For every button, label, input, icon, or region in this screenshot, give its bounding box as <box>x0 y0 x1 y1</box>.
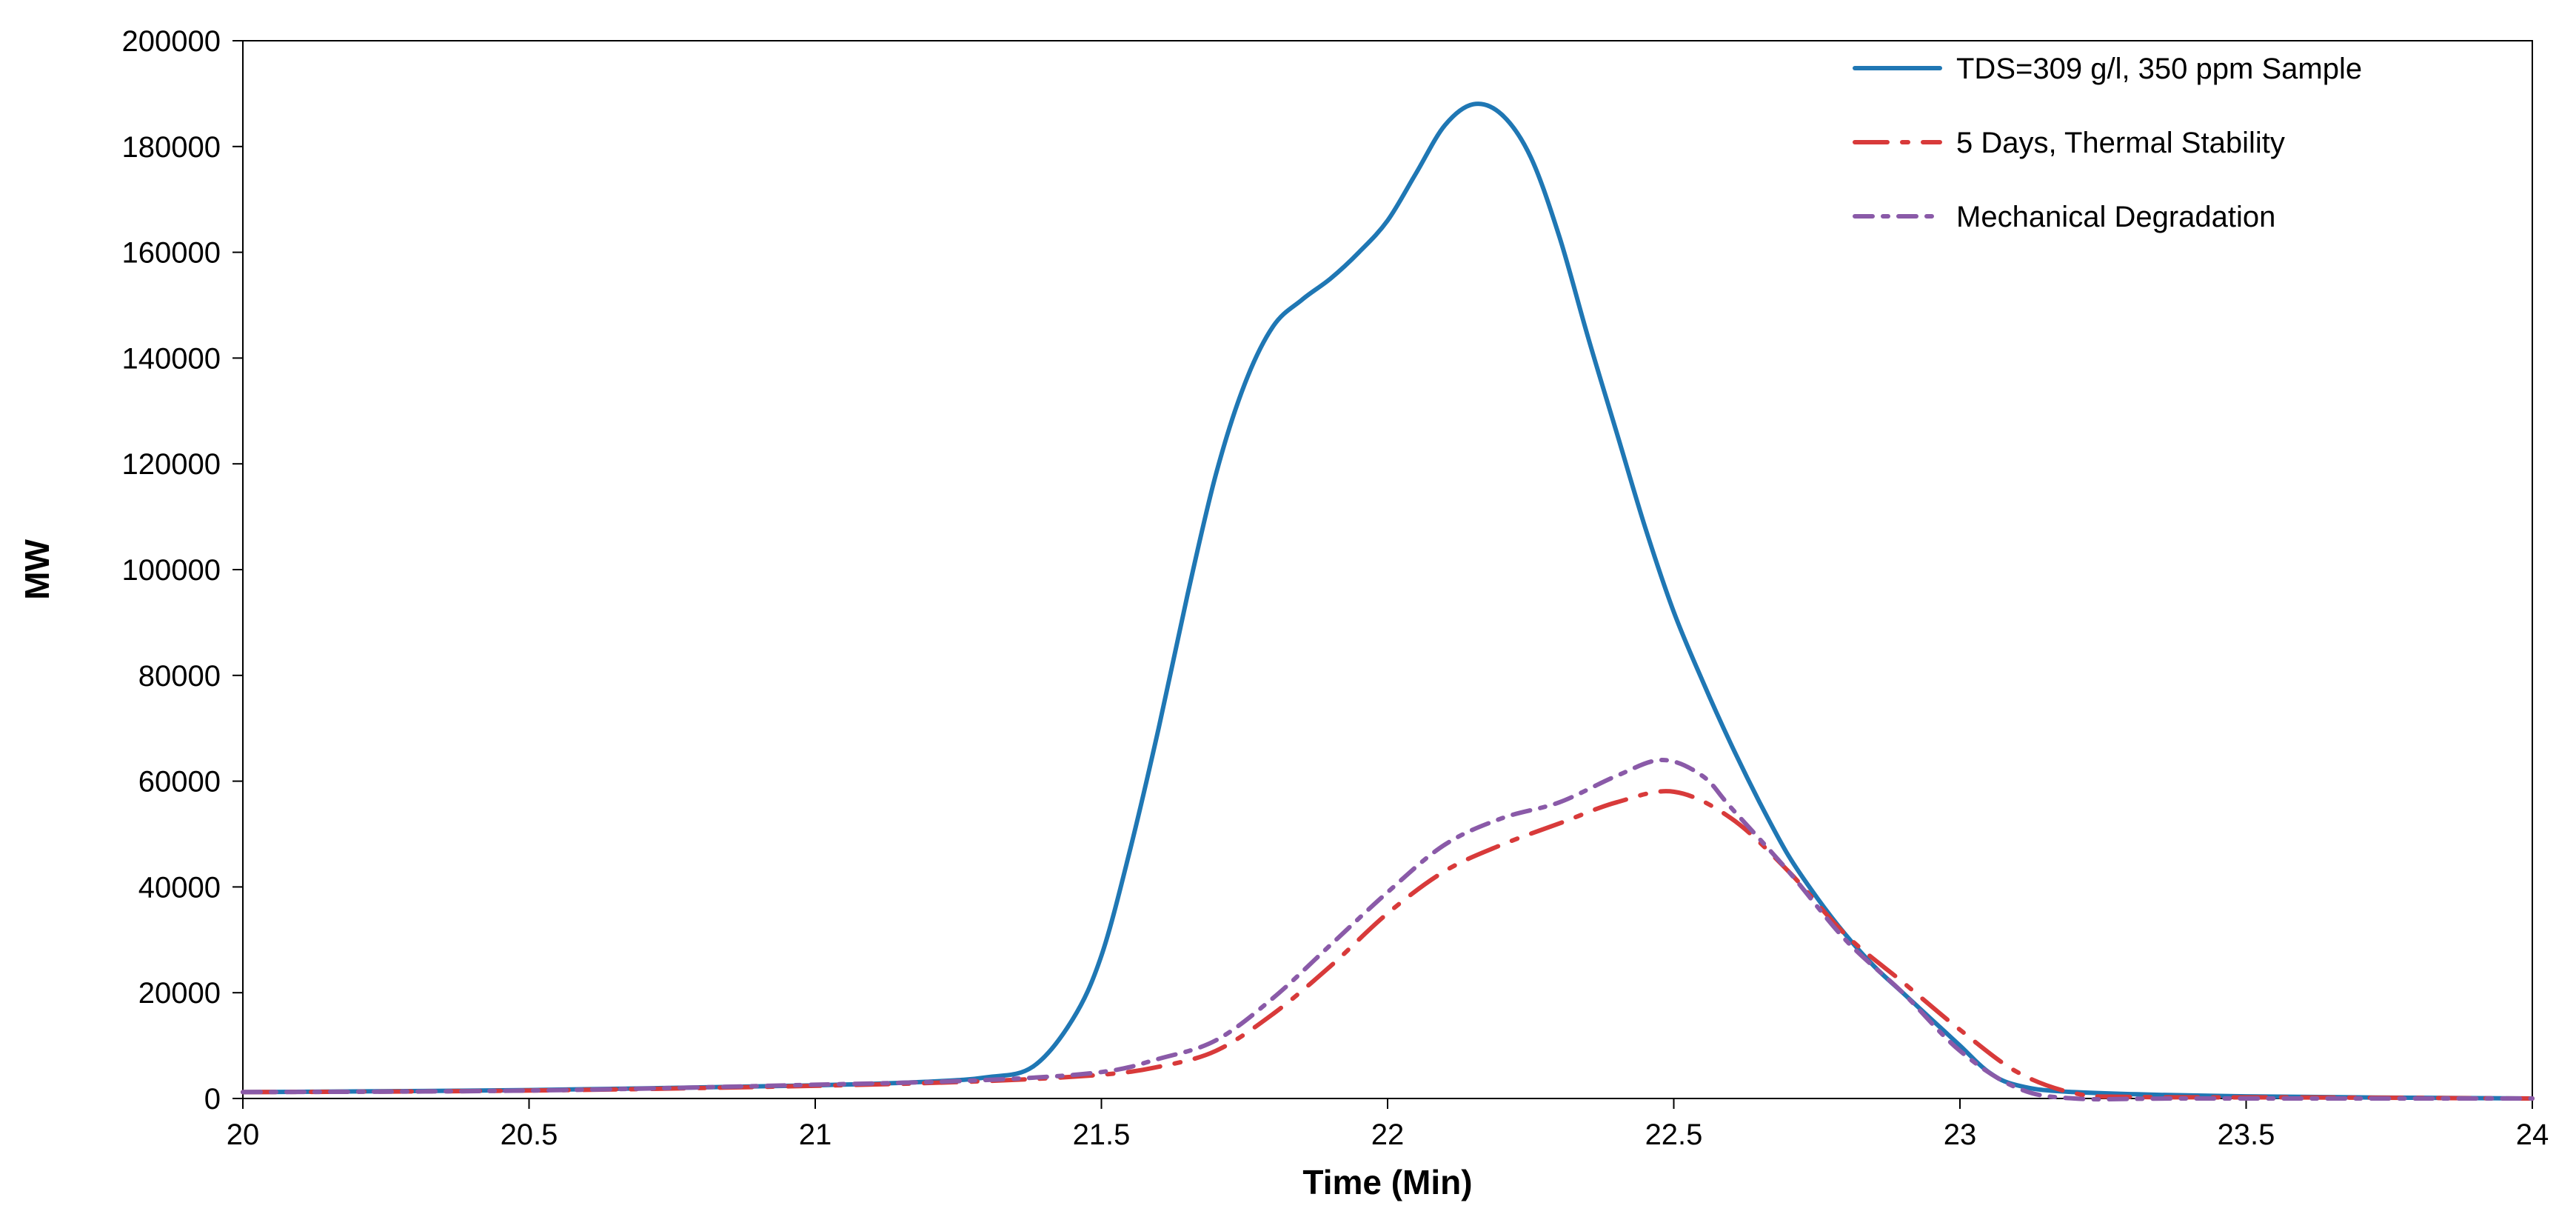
legend-label-2: 5 Days, Thermal Stability <box>1956 127 2285 159</box>
x-tick-label: 21 <box>799 1118 832 1151</box>
y-tick-label: 200000 <box>122 25 221 58</box>
x-tick-label: 24 <box>2516 1118 2549 1151</box>
legend-label-3: Mechanical Degradation <box>1956 201 2275 233</box>
series-line-2 <box>241 789 2535 1101</box>
y-tick-label: 120000 <box>122 448 221 481</box>
x-tick-label: 21.5 <box>1073 1118 1131 1151</box>
legend-label-1: TDS=309 g/l, 350 ppm Sample <box>1956 53 2362 85</box>
y-tick-label: 40000 <box>138 871 221 904</box>
x-tick-label: 22.5 <box>1645 1118 1703 1151</box>
x-tick-label: 20.5 <box>501 1118 558 1151</box>
series-line-3 <box>241 758 2535 1102</box>
y-tick-label: 140000 <box>122 342 221 375</box>
y-tick-label: 20000 <box>138 977 221 1010</box>
y-tick-label: 100000 <box>122 554 221 587</box>
x-tick-label: 23 <box>1944 1118 1977 1151</box>
x-tick-label: 23.5 <box>2218 1118 2275 1151</box>
y-tick-label: 180000 <box>122 131 221 164</box>
y-tick-label: 160000 <box>122 237 221 270</box>
x-tick-label: 22 <box>1371 1118 1405 1151</box>
x-axis: 20 20.5 21 21.5 22 22.5 23 23.5 24 <box>227 1098 2549 1151</box>
legend: TDS=309 g/l, 350 ppm Sample 5 Days, Therm… <box>1853 53 2362 233</box>
y-axis-title: MW <box>18 539 56 600</box>
x-axis-title: Time (Min) <box>1302 1163 1472 1201</box>
series-line-1 <box>241 101 2535 1101</box>
y-tick-label: 80000 <box>138 660 221 693</box>
series-layer <box>241 101 2535 1102</box>
y-axis: 0 20000 40000 60000 80000 100000 120000 140000 1… <box>122 25 243 1116</box>
x-tick-label: 20 <box>227 1118 260 1151</box>
y-tick-label: 0 <box>204 1083 221 1116</box>
y-tick-label: 60000 <box>138 766 221 798</box>
